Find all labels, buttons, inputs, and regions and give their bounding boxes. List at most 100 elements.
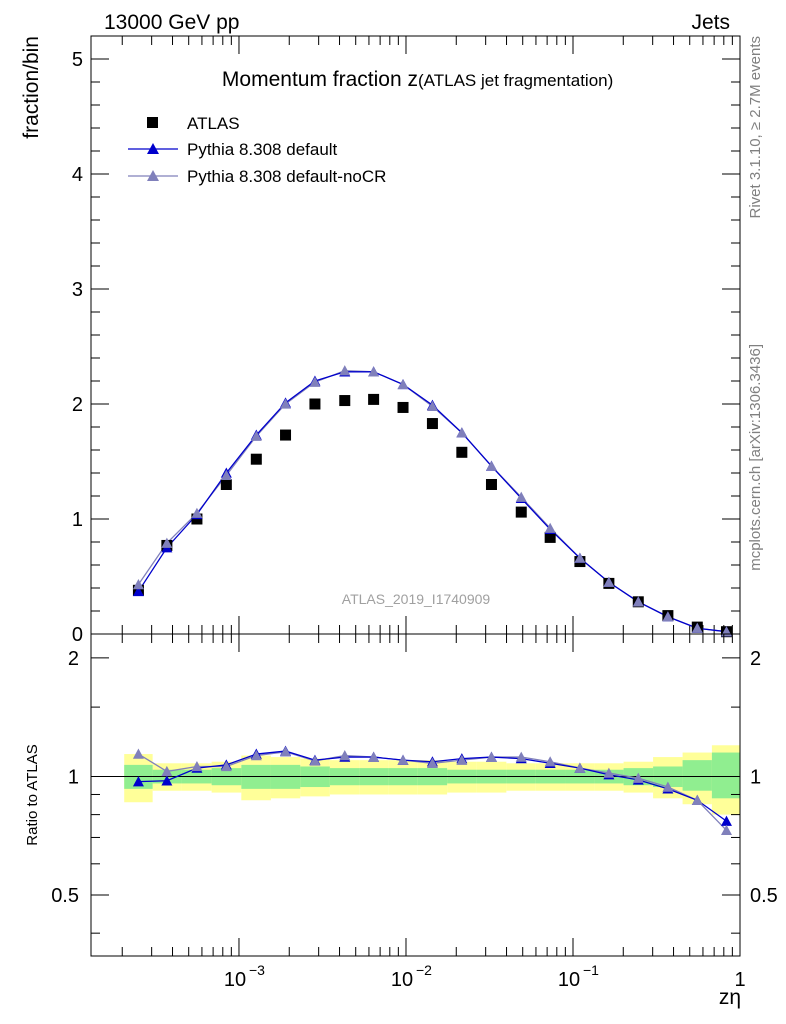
band-inner [682,760,712,791]
main-point-nocr [662,611,674,622]
ratio-point-nocr [250,750,262,761]
atlas-data-point [544,531,556,543]
x-tick-label: 10 [391,969,413,991]
ratio-point-nocr [280,746,292,757]
ratio-point-nocr [632,772,644,783]
ratio-point-nocr [161,765,173,777]
ratio-data-layer [132,745,732,835]
main-y-tick-label: 2 [72,394,83,416]
main-ticks: 0 1 2 3 4 5 [72,35,741,646]
main-point-nocr [280,398,292,409]
atlas-data-point [339,395,351,407]
main-point-nocr [456,427,468,438]
x-tick-label: 10 [558,969,580,991]
ratio-point-nocr [309,755,321,766]
ratio-point-nocr [220,760,232,772]
header-observable: Jets [691,11,730,34]
atlas-data-point [456,446,468,458]
main-point-nocr [574,552,586,563]
atlas-data-point [397,401,409,413]
x-tick-label: 1 [734,969,745,991]
main-point-nocr [368,366,380,377]
ratio-y-axis-label: Ratio to ATLAS [24,744,41,845]
ratio-frame [90,633,741,957]
ratio-point-nocr [397,754,409,765]
main-point-nocr [339,365,351,376]
ratio-point-nocr [662,781,674,792]
ratio-point-nocr [132,748,144,759]
atlas-data-point [485,479,497,490]
ratio-point-nocr [456,754,468,765]
atlas-data-point [515,506,527,518]
ratio-point-default [161,775,173,786]
ratio-point-nocr [485,751,497,762]
main-point-nocr [632,596,644,607]
main-point-nocr [161,537,173,548]
legend-marker-atlas [147,117,158,128]
legend-label-atlas: ATLAS [187,114,240,133]
main-point-nocr [309,376,321,387]
main-point-nocr [603,576,615,587]
ratio-panel: Ratio to ATLAS 10 −3 10 −2 10 −1 10.5 0.51 12 2 z… [24,633,778,1009]
main-y-axis-label: fraction/bin [20,36,43,139]
atlas-data-point [220,479,232,490]
main-point-nocr [397,378,409,390]
ratio-point-nocr [574,762,586,773]
main-subtitle: (ATLAS jet fragmentation) [418,71,613,90]
atlas-data-point [368,393,380,405]
main-point-nocr [220,469,232,480]
main-y-tick-label: 3 [72,279,83,301]
ratio-point-nocr [544,756,556,767]
ratio-point-default [132,776,144,787]
ratio-point-nocr [191,760,203,772]
ratio-point-nocr [603,767,615,778]
main-point-nocr [691,622,703,633]
main-point-nocr [250,430,262,441]
header-process: 13000 GeV pp [104,11,239,34]
main-point-nocr [544,522,556,533]
ratio-point-nocr [368,751,380,762]
ratio-point-nocr [339,750,351,761]
main-point-nocr [426,400,438,411]
atlas-data-point [309,398,321,410]
main-y-tick-label: 1 [72,509,83,531]
atlas-data-point [280,429,292,441]
main-y-tick-label: 0 [72,624,83,646]
ratio-y-tick-label: 1 [68,766,79,788]
main-point-default [132,585,144,597]
ratio-point-nocr [691,794,703,805]
ratio-point-default [720,815,732,826]
x-tick-exponent: −1 [583,962,599,978]
analysis-watermark: ATLAS_2019_I1740909 [342,591,491,607]
main-point-nocr [515,491,527,502]
atlas-data-point [250,453,262,465]
band-inner [711,752,740,799]
rivet-version-text: Rivet 3.1.10, ≥ 2.7M events [747,36,764,219]
ratio-y-tick-label-right: 2 [750,648,761,670]
main-panel: Momentum fraction z (ATLAS jet fragmenta… [20,35,741,646]
ratio-y-tick-label-right: 0.5 [750,885,778,907]
main-point-nocr [485,460,497,471]
x-tick-exponent: −3 [249,962,265,978]
ratio-y-tick-label: 0.5 [51,885,79,907]
x-tick-exponent: −2 [416,962,432,978]
ratio-y-tick-label: 2 [68,648,79,670]
legend-marker-default [147,143,159,154]
legend-marker-nocr [147,170,159,181]
ratio-point-nocr [720,824,732,835]
legend-label-default: Pythia 8.308 default [187,140,338,159]
main-point-nocr [132,579,144,590]
ratio-uncertainty-bands [91,745,740,815]
x-tick-label: 10 [224,969,246,991]
main-y-tick-label: 4 [72,164,83,186]
main-title: Momentum fraction z [222,68,418,91]
main-y-tick-label: 5 [72,49,83,71]
mcplots-source-text: mcplots.cern.ch [arXiv:1306.3436] [747,344,764,571]
ratio-point-nocr [515,751,527,762]
ratio-ticks: 10 −3 10 −2 10 −1 10.5 0.51 12 2 [51,634,778,991]
x-axis-label: zη [719,986,741,1009]
ratio-point-nocr [426,757,438,768]
atlas-data-point [426,418,438,430]
legend: ATLAS Pythia 8.308 default Pythia 8.308 … [128,114,386,186]
